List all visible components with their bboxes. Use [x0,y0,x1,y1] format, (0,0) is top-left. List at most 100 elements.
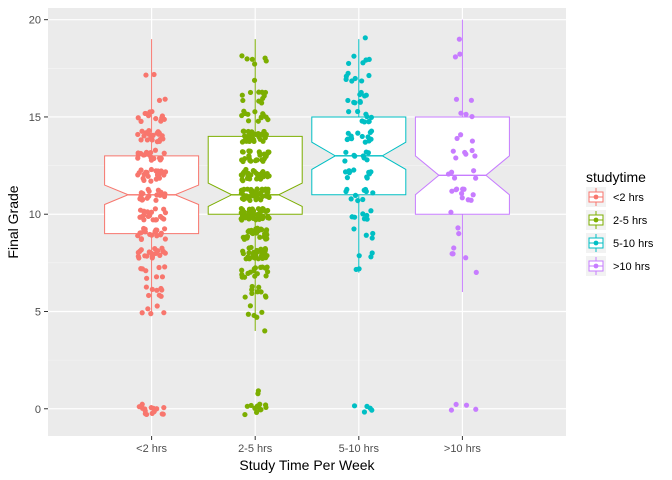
data-point [359,78,365,84]
x-tick-label: >10 hrs [444,443,481,455]
data-point [453,96,460,102]
data-point [453,187,459,193]
x-axis-title: Study Time Per Week [239,457,375,473]
data-point [239,53,245,59]
outlier-point [262,402,269,408]
data-point [450,148,456,154]
data-point [370,190,376,196]
data-point [251,268,257,274]
data-point [448,209,454,215]
data-point [456,36,462,42]
data-point [244,186,251,192]
data-point [152,147,159,153]
data-point [362,35,368,41]
data-point [238,210,245,216]
data-point [364,157,370,163]
data-point [135,150,141,156]
data-point [345,136,351,142]
data-point [473,269,479,275]
data-point [241,108,247,114]
data-point [245,214,252,220]
data-point [156,97,163,103]
data-point [364,114,370,120]
data-point [154,303,160,309]
data-point [138,118,144,124]
data-point [258,114,264,120]
outlier-point [256,405,262,411]
data-point [161,226,168,232]
data-point [356,266,362,272]
y-tick-label: 5 [35,306,41,318]
data-point [245,311,251,317]
data-point [135,115,141,121]
y-tick-label: 10 [29,209,41,221]
data-point [250,230,256,237]
data-point [242,274,248,280]
data-point [239,267,245,273]
data-point [473,175,479,181]
data-point [138,236,145,242]
data-point [244,56,250,62]
data-point [255,130,261,137]
data-point [138,247,144,253]
data-point [260,169,266,175]
data-point [363,232,369,238]
data-point [253,217,259,223]
data-point [146,128,152,134]
data-point [469,147,475,154]
data-point [264,269,271,275]
data-point [142,253,148,259]
data-point [352,75,358,82]
data-point [470,192,476,198]
data-point [355,108,361,115]
data-point [153,274,160,280]
legend-key-point [593,240,599,246]
data-point [360,211,366,217]
outlier-point [361,409,368,415]
data-point [149,286,155,292]
legend-label: 2-5 hrs [613,215,648,227]
data-point [257,152,263,158]
legend-item-1: 2-5 hrs [586,210,648,230]
legend-label: >10 hrs [613,261,650,273]
data-point [155,168,161,174]
data-point [138,194,144,200]
data-point [143,72,149,78]
data-point [249,290,255,297]
y-axis-title: Final Grade [5,185,21,258]
data-point [364,216,370,222]
data-point [361,119,367,125]
data-point [146,188,152,194]
data-point [247,148,253,154]
data-point [240,250,246,257]
data-point [459,190,465,197]
data-point [252,158,259,164]
data-point [342,158,348,164]
data-point [261,254,267,260]
data-point [245,195,251,201]
outlier-point [255,391,261,397]
outlier-point [242,411,248,418]
data-point [455,225,461,231]
data-point [141,177,147,184]
data-point [362,186,369,193]
outlier-point [473,406,479,412]
data-point [368,114,375,120]
points-3 [445,36,479,413]
data-point [366,56,372,63]
data-point [366,119,372,125]
data-point [458,132,464,138]
data-point [246,250,252,256]
data-point [148,178,154,184]
data-point [143,284,149,290]
data-point [141,209,147,215]
data-point [263,153,269,160]
data-point [240,149,246,155]
data-point [253,170,259,176]
legend-item-3: >10 hrs [586,256,650,276]
data-point [247,176,253,182]
data-point [144,195,150,201]
data-point [240,188,246,194]
data-point [154,287,160,293]
data-point [252,61,258,67]
